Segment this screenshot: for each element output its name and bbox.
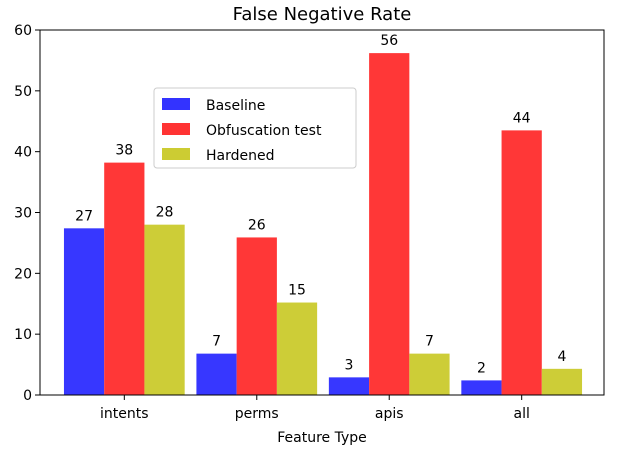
legend-swatch-obfuscation-test xyxy=(162,123,190,135)
bar-hardened-intents xyxy=(144,224,185,395)
bars-group xyxy=(63,53,583,396)
x-axis-label: Feature Type xyxy=(277,430,367,446)
bar-hardened-perms xyxy=(276,302,318,395)
bar-baseline-intents xyxy=(63,228,105,395)
y-tick-label-30: 30 xyxy=(14,206,32,222)
x-tick-label-intents: intents xyxy=(100,406,149,422)
legend-box xyxy=(153,87,357,169)
data-label-obfuscation-test-intents: 38 xyxy=(115,143,133,159)
y-axis: 0 10 20 30 40 50 60 xyxy=(14,23,40,404)
legend-swatch-hardened xyxy=(162,148,190,160)
data-label-baseline-all: 2 xyxy=(477,360,486,376)
y-tick-label-60: 60 xyxy=(14,23,32,39)
bar-obfuscation-test-intents xyxy=(104,162,145,395)
legend: Baseline Obfuscation test Hardened xyxy=(153,87,357,169)
bar-obfuscation-test-perms xyxy=(236,237,277,395)
legend-label-baseline: Baseline xyxy=(206,98,265,114)
chart-title: False Negative Rate xyxy=(233,4,412,25)
data-label-hardened-all: 4 xyxy=(557,349,566,365)
data-label-hardened-perms: 15 xyxy=(288,283,306,299)
data-label-obfuscation-test-all: 44 xyxy=(513,110,531,126)
data-label-baseline-apis: 3 xyxy=(345,357,354,373)
x-tick-label-perms: perms xyxy=(235,406,279,422)
data-label-hardened-apis: 7 xyxy=(425,334,434,350)
bar-obfuscation-test-apis xyxy=(369,53,410,396)
x-tick-label-all: all xyxy=(514,406,530,422)
plot-frame xyxy=(39,29,605,396)
y-tick-label-50: 50 xyxy=(14,84,32,100)
y-tick-label-10: 10 xyxy=(14,327,32,343)
data-label-obfuscation-test-apis: 56 xyxy=(380,33,398,49)
data-label-obfuscation-test-perms: 26 xyxy=(248,217,266,233)
bar-hardened-all xyxy=(541,368,583,395)
bar-baseline-all xyxy=(461,380,502,395)
data-label-baseline-intents: 27 xyxy=(75,208,93,224)
x-axis: intents perms apis all xyxy=(100,395,530,422)
bar-baseline-apis xyxy=(328,377,370,395)
bar-obfuscation-test-all xyxy=(501,130,542,396)
y-tick-label-0: 0 xyxy=(23,388,32,404)
data-label-baseline-perms: 7 xyxy=(212,334,221,350)
legend-label-obfuscation-test: Obfuscation test xyxy=(206,123,322,139)
data-label-hardened-intents: 28 xyxy=(156,205,174,221)
bar-hardened-apis xyxy=(409,353,450,395)
y-tick-label-40: 40 xyxy=(14,145,32,161)
legend-label-hardened: Hardened xyxy=(206,148,275,164)
y-tick-label-20: 20 xyxy=(14,266,32,282)
x-tick-label-apis: apis xyxy=(375,406,404,422)
legend-swatch-baseline xyxy=(162,98,190,110)
bar-baseline-perms xyxy=(196,353,237,395)
